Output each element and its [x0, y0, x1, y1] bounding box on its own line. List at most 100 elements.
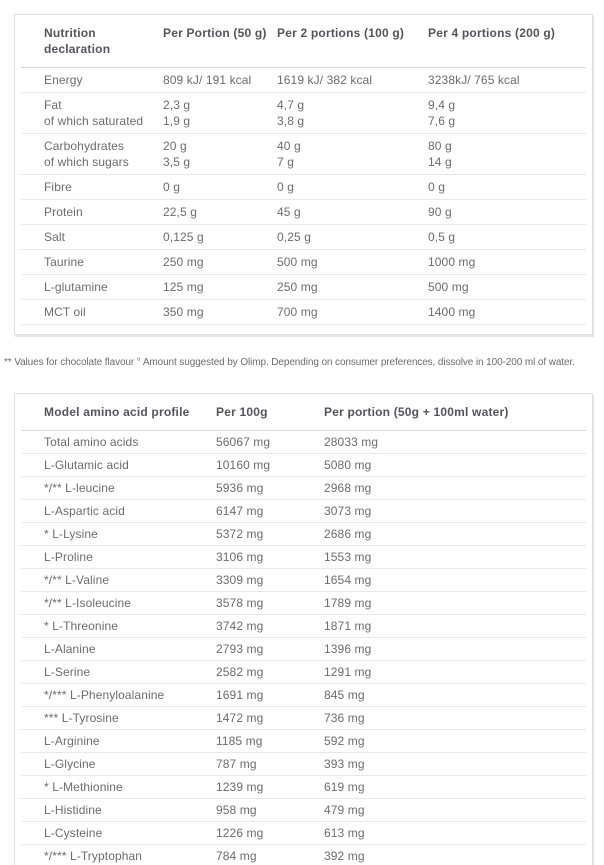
row-label: */** L-leucine: [44, 481, 115, 495]
row-value: 1691 mg: [216, 688, 264, 702]
row-value: 1396 mg: [324, 642, 372, 656]
row-label: L-Proline: [44, 550, 93, 564]
row-value: 3578 mg: [216, 596, 264, 610]
row-value: 1553 mg: [324, 550, 372, 564]
row-value: 500 mg: [277, 255, 318, 269]
row-label: L-Glutamic acid: [44, 458, 129, 472]
row-label: Taurine: [44, 255, 85, 269]
footnote-text: ** Values for chocolate flavour ° Amount…: [4, 357, 575, 368]
row-label: MCT oil: [44, 305, 86, 319]
row-value: 5080 mg: [324, 458, 372, 472]
column-header-per-100g: Per 100g: [216, 405, 268, 419]
row-value: 1239 mg: [216, 780, 264, 794]
table-row: Salt 0,125 g 0,25 g 0,5 g: [21, 225, 586, 250]
nutrition-table-header-row: Nutrition declaration Per Portion (50 g)…: [21, 15, 586, 68]
row-value: 787 mg: [216, 757, 257, 771]
row-value: 613 mg: [324, 826, 365, 840]
row-label: L-Histidine: [44, 803, 102, 817]
row-value: 5936 mg: [216, 481, 264, 495]
row-value: 40 g 7 g: [277, 139, 301, 169]
row-label: * L-Methionine: [44, 780, 123, 794]
row-value: 958 mg: [216, 803, 257, 817]
row-value: 9,4 g 7,6 g: [428, 98, 456, 128]
row-value: 3309 mg: [216, 573, 264, 587]
row-value: 2686 mg: [324, 527, 372, 541]
row-value: 809 kJ/ 191 kcal: [163, 73, 252, 87]
row-value: 619 mg: [324, 780, 365, 794]
row-value: 1472 mg: [216, 711, 264, 725]
table-row: L-Alanine 2793 mg 1396 mg: [21, 638, 586, 661]
row-value: 2793 mg: [216, 642, 264, 656]
row-label: Energy: [44, 73, 83, 87]
row-value: 2968 mg: [324, 481, 372, 495]
row-value: 80 g 14 g: [428, 139, 452, 169]
row-value: 3742 mg: [216, 619, 264, 633]
table-row: * L-Lysine 5372 mg 2686 mg: [21, 523, 586, 546]
row-value: 3073 mg: [324, 504, 372, 518]
table-row: Fibre 0 g 0 g 0 g: [21, 175, 586, 200]
table-row: *** L-Tyrosine 1472 mg 736 mg: [21, 707, 586, 730]
table-row: */** L-Isoleucine 3578 mg 1789 mg: [21, 592, 586, 615]
row-label: L-glutamine: [44, 280, 108, 294]
row-value: 1871 mg: [324, 619, 372, 633]
amino-table-body: Total amino acids 56067 mg 28033 mg L-Gluta…: [21, 431, 586, 865]
row-value: 56067 mg: [216, 435, 271, 449]
row-value: 1400 mg: [428, 305, 476, 319]
row-value: 90 g: [428, 205, 452, 219]
row-value: 1789 mg: [324, 596, 372, 610]
row-label: L-Aspartic acid: [44, 504, 125, 518]
row-value: 784 mg: [216, 849, 257, 863]
row-label: Protein: [44, 205, 83, 219]
table-row: Carbohydrates of which sugars 20 g 3,5 g 4…: [21, 134, 586, 175]
table-row: L-Glutamic acid 10160 mg 5080 mg: [21, 454, 586, 477]
table-row: L-Cysteine 1226 mg 613 mg: [21, 822, 586, 845]
row-label: Fat of which saturated: [44, 98, 144, 128]
table-row: L-Histidine 958 mg 479 mg: [21, 799, 586, 822]
table-row: L-Arginine 1185 mg 592 mg: [21, 730, 586, 753]
row-label: L-Arginine: [44, 734, 100, 748]
row-label: Total amino acids: [44, 435, 139, 449]
table-row: */** L-leucine 5936 mg 2968 mg: [21, 477, 586, 500]
table-row: Fat of which saturated 2,3 g 1,9 g 4,7 g 3…: [21, 93, 586, 134]
row-label: Salt: [44, 230, 66, 244]
column-header-per-4-portions: Per 4 portions (200 g): [428, 26, 556, 40]
row-value: 845 mg: [324, 688, 365, 702]
row-value: 0 g: [163, 180, 180, 194]
table-row: * L-Threonine 3742 mg 1871 mg: [21, 615, 586, 638]
row-value: 1619 kJ/ 382 kcal: [277, 73, 373, 87]
row-label: * L-Threonine: [44, 619, 119, 633]
row-value: 736 mg: [324, 711, 365, 725]
row-value: 0,5 g: [428, 230, 456, 244]
row-value: 1654 mg: [324, 573, 372, 587]
row-value: 1291 mg: [324, 665, 372, 679]
table-row: Protein 22,5 g 45 g 90 g: [21, 200, 586, 225]
row-value: 350 mg: [163, 305, 204, 319]
amino-table-header-row: Model amino acid profile Per 100g Per po…: [21, 394, 586, 431]
row-value: 1185 mg: [216, 734, 263, 748]
column-header-nutrition-declaration: Nutrition declaration: [44, 26, 111, 56]
row-value: 22,5 g: [163, 205, 197, 219]
row-value: 700 mg: [277, 305, 318, 319]
row-value: 4,7 g 3,8 g: [277, 98, 305, 128]
table-row: L-Glycine 787 mg 393 mg: [21, 753, 586, 776]
row-value: 45 g: [277, 205, 301, 219]
row-value: 592 mg: [324, 734, 365, 748]
row-label: L-Glycine: [44, 757, 96, 771]
row-value: 0,25 g: [277, 230, 311, 244]
row-value: 250 mg: [277, 280, 318, 294]
row-value: 28033 mg: [324, 435, 379, 449]
row-value: 5372 mg: [216, 527, 264, 541]
column-header-per-portion: Per Portion (50 g): [163, 26, 267, 40]
table-row: L-Aspartic acid 6147 mg 3073 mg: [21, 500, 586, 523]
table-row: */*** L-Tryptophan 784 mg 392 mg: [21, 845, 586, 865]
table-row: Taurine 250 mg 500 mg 1000 mg: [21, 250, 586, 275]
column-header-per-2-portions: Per 2 portions (100 g): [277, 26, 405, 40]
table-row: L-Proline 3106 mg 1553 mg: [21, 546, 586, 569]
row-value: 3238kJ/ 765 kcal: [428, 73, 520, 87]
table-row: L-Serine 2582 mg 1291 mg: [21, 661, 586, 684]
row-label: Carbohydrates of which sugars: [44, 139, 129, 169]
row-label: */*** L-Phenyloalanine: [44, 688, 165, 702]
row-label: L-Cysteine: [44, 826, 103, 840]
row-value: 2582 mg: [216, 665, 264, 679]
